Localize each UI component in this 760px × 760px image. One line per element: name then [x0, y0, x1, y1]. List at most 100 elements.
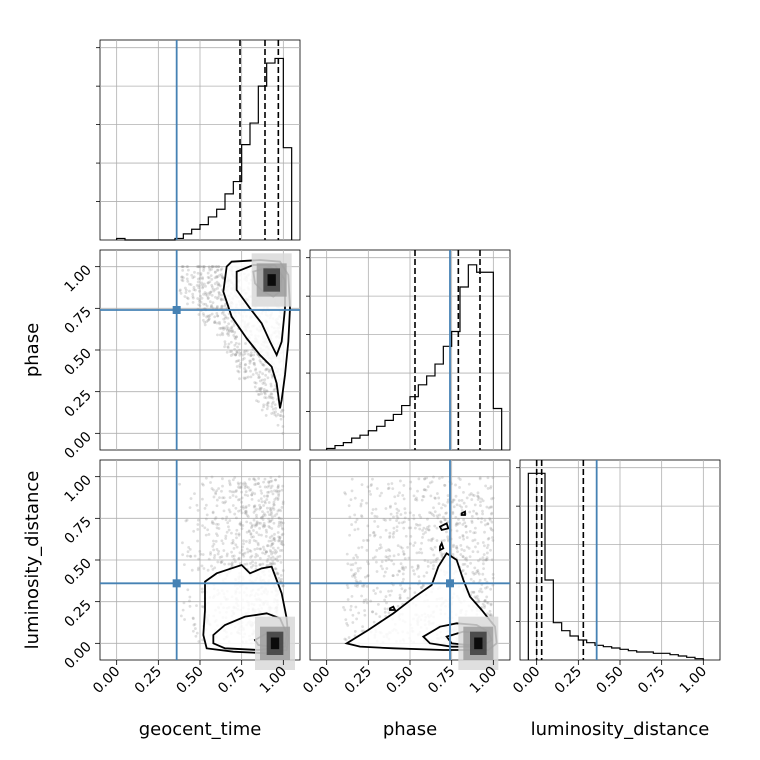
sample-point	[255, 371, 258, 375]
sample-point	[350, 595, 354, 598]
sample-point	[188, 599, 191, 603]
sample-point	[207, 533, 211, 536]
sample-point	[403, 507, 407, 511]
sample-point	[255, 531, 259, 534]
sample-point	[483, 606, 486, 609]
sample-point	[353, 496, 357, 500]
sample-point	[220, 560, 224, 563]
sample-point	[211, 545, 215, 548]
sample-point	[252, 358, 255, 361]
sample-point	[345, 552, 349, 556]
sample-point	[227, 331, 230, 335]
sample-point	[432, 553, 436, 557]
sample-point	[396, 604, 400, 608]
sample-point	[481, 562, 485, 566]
sample-point	[262, 381, 266, 384]
sample-point	[272, 411, 276, 414]
sample-point	[445, 511, 448, 515]
sample-point	[220, 274, 224, 278]
sample-point	[281, 415, 285, 418]
sample-point	[223, 342, 227, 346]
sample-point	[471, 539, 475, 543]
sample-point	[207, 276, 211, 280]
histogram-phase	[306, 249, 511, 451]
sample-point	[273, 567, 277, 570]
sample-point	[239, 352, 243, 355]
sample-point	[235, 349, 239, 353]
y-tick-label: 0.50	[61, 346, 94, 379]
sample-point	[253, 492, 257, 496]
sample-point	[434, 560, 438, 563]
sample-point	[360, 483, 364, 487]
sample-point	[223, 304, 227, 308]
sample-point	[363, 613, 367, 617]
sample-point	[275, 550, 279, 554]
sample-point	[276, 531, 280, 534]
sample-point	[227, 326, 230, 330]
sample-point	[249, 375, 253, 379]
sample-point	[234, 543, 238, 547]
sample-point	[215, 522, 218, 526]
sample-point	[225, 324, 229, 328]
sample-point	[398, 569, 401, 573]
sample-point	[395, 529, 399, 533]
sample-point	[248, 359, 252, 363]
sample-point	[415, 567, 419, 571]
sample-point	[266, 404, 270, 408]
sample-point	[210, 278, 214, 281]
sample-point	[205, 304, 209, 308]
sample-point	[354, 605, 358, 609]
sample-point	[249, 351, 253, 355]
sample-point	[181, 265, 185, 269]
y-tick-label: 0.50	[61, 556, 94, 589]
sample-point	[204, 284, 207, 288]
sample-point	[461, 563, 465, 566]
sample-point	[248, 541, 252, 545]
sample-point	[221, 484, 224, 488]
sample-point	[461, 569, 465, 572]
sample-point	[432, 514, 436, 518]
sample-point	[184, 291, 188, 295]
sample-point	[412, 517, 416, 521]
sample-point	[259, 489, 263, 493]
sample-point	[362, 601, 366, 604]
sample-point	[220, 273, 223, 276]
sample-point	[244, 482, 248, 486]
sample-point	[218, 322, 222, 326]
sample-point	[479, 500, 482, 504]
sample-point	[269, 486, 273, 490]
sample-point	[274, 496, 278, 500]
sample-point	[455, 521, 459, 525]
sample-point	[452, 505, 456, 509]
sample-point	[402, 568, 406, 572]
sample-point	[231, 329, 235, 332]
sample-point	[267, 539, 271, 543]
sample-point	[273, 532, 276, 536]
sample-point	[473, 566, 477, 570]
sample-point	[484, 558, 488, 562]
sample-point	[347, 636, 351, 639]
sample-point	[352, 573, 356, 576]
sample-point	[186, 268, 190, 272]
sample-point	[462, 490, 465, 494]
sample-point	[261, 524, 265, 528]
sample-point	[208, 266, 211, 270]
sample-point	[241, 553, 245, 556]
sample-point	[221, 333, 225, 337]
sample-point	[281, 532, 285, 536]
sample-point	[421, 583, 425, 587]
sample-point	[224, 518, 228, 522]
sample-point	[231, 330, 234, 334]
sample-point	[192, 285, 196, 289]
sample-point	[238, 348, 241, 352]
sample-point	[220, 331, 224, 335]
sample-point	[259, 387, 263, 390]
sample-point	[238, 562, 242, 565]
sample-point	[225, 332, 229, 336]
sample-point	[273, 557, 277, 561]
sample-point	[221, 310, 225, 314]
sample-point	[256, 543, 260, 547]
sample-point	[217, 265, 221, 269]
sample-point	[220, 555, 224, 559]
sample-point	[429, 494, 433, 498]
